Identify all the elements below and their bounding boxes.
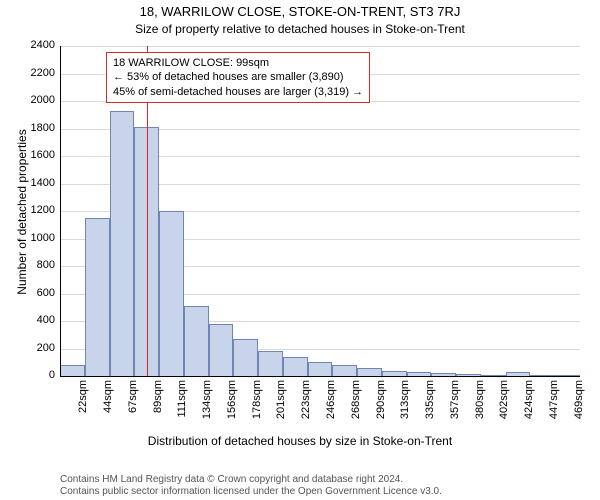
ytick-label: 0 xyxy=(15,369,55,381)
ytick-label: 1000 xyxy=(15,232,55,244)
chart-container: 18, WARRILOW CLOSE, STOKE-ON-TRENT, ST3 … xyxy=(0,0,600,500)
histogram-bar xyxy=(184,306,209,376)
ytick-label: 600 xyxy=(15,287,55,299)
xtick-label: 178sqm xyxy=(251,380,263,440)
info-box-line: ← 53% of detached houses are smaller (3,… xyxy=(113,70,363,84)
histogram-bar xyxy=(85,218,110,376)
xtick-label: 290sqm xyxy=(375,380,387,440)
histogram-bar xyxy=(332,365,357,376)
histogram-bar xyxy=(110,111,135,376)
xtick-label: 44sqm xyxy=(102,380,114,440)
xtick-label: 111sqm xyxy=(176,380,188,440)
ytick-label: 1400 xyxy=(15,177,55,189)
xtick-label: 268sqm xyxy=(350,380,362,440)
xtick-label: 89sqm xyxy=(152,380,164,440)
xtick-label: 380sqm xyxy=(474,380,486,440)
footer-line: Contains public sector information licen… xyxy=(60,486,442,498)
xtick-label: 201sqm xyxy=(275,380,287,440)
xtick-label: 469sqm xyxy=(573,380,585,440)
xtick-label: 402sqm xyxy=(498,380,510,440)
xtick-label: 313sqm xyxy=(399,380,411,440)
ytick-label: 1600 xyxy=(15,149,55,161)
histogram-bar xyxy=(258,351,283,376)
footer-attribution: Contains HM Land Registry data © Crown c… xyxy=(60,474,442,498)
xtick-label: 22sqm xyxy=(77,380,89,440)
chart-subtitle: Size of property relative to detached ho… xyxy=(0,22,600,36)
ytick-label: 200 xyxy=(15,342,55,354)
ytick-label: 1200 xyxy=(15,204,55,216)
info-box: 18 WARRILOW CLOSE: 99sqm← 53% of detache… xyxy=(106,52,370,103)
ytick-label: 800 xyxy=(15,259,55,271)
histogram-bar xyxy=(233,339,258,376)
histogram-bar xyxy=(159,211,184,376)
histogram-bar xyxy=(283,357,308,376)
ytick-label: 2000 xyxy=(15,94,55,106)
ytick-label: 1800 xyxy=(15,122,55,134)
ytick-label: 2400 xyxy=(15,39,55,51)
xtick-label: 357sqm xyxy=(449,380,461,440)
xtick-label: 424sqm xyxy=(523,380,535,440)
x-axis-line xyxy=(60,376,580,377)
y-axis-line xyxy=(60,46,61,376)
xtick-label: 134sqm xyxy=(201,380,213,440)
xtick-label: 335sqm xyxy=(424,380,436,440)
xtick-label: 156sqm xyxy=(226,380,238,440)
xtick-label: 223sqm xyxy=(300,380,312,440)
histogram-bar xyxy=(357,368,382,376)
gridline xyxy=(60,46,580,47)
histogram-bar xyxy=(209,324,234,376)
footer-line: Contains HM Land Registry data © Crown c… xyxy=(60,474,442,486)
info-box-line: 18 WARRILOW CLOSE: 99sqm xyxy=(113,56,363,70)
xtick-label: 246sqm xyxy=(325,380,337,440)
histogram-bar xyxy=(308,362,333,376)
histogram-bar xyxy=(60,365,85,376)
xtick-label: 447sqm xyxy=(548,380,560,440)
ytick-label: 400 xyxy=(15,314,55,326)
xtick-label: 67sqm xyxy=(127,380,139,440)
info-box-line: 45% of semi-detached houses are larger (… xyxy=(113,85,363,99)
chart-title: 18, WARRILOW CLOSE, STOKE-ON-TRENT, ST3 … xyxy=(0,4,600,19)
ytick-label: 2200 xyxy=(15,67,55,79)
